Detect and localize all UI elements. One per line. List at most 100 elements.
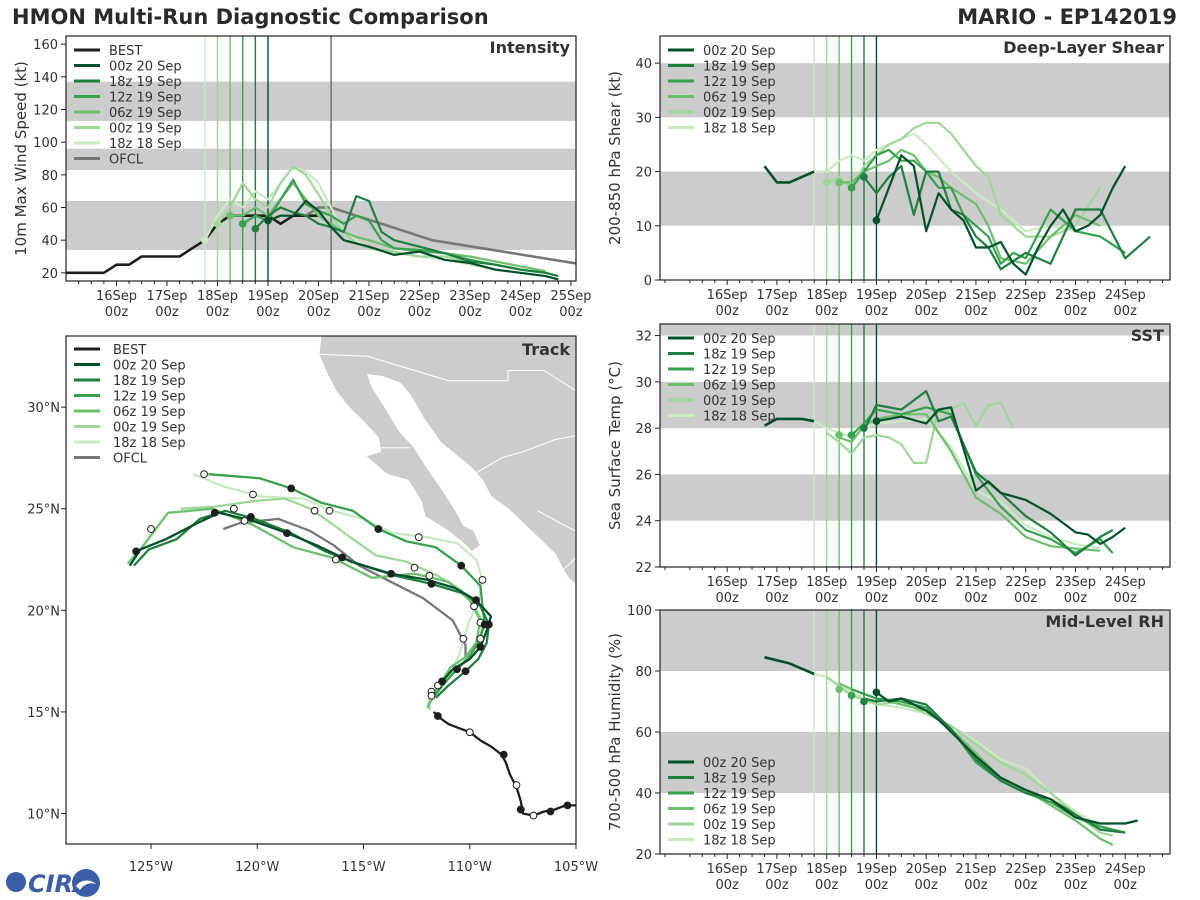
track-land-mass (151, 336, 576, 585)
sst-xtick-sublabel: 00z (865, 591, 889, 606)
track-position-marker-best (516, 805, 525, 814)
sst-series-12z-19-sep (850, 406, 1114, 555)
sst-panel: 22242628303216Sep00z17Sep00z18Sep00z19Se… (606, 323, 1171, 606)
shear-xtick-sublabel: 00z (1064, 304, 1088, 319)
sst-init-marker-12z-19-sep (847, 431, 856, 439)
intensity-xtick-sublabel: 00z (307, 305, 331, 320)
sst-xtick-label: 19Sep (856, 575, 897, 590)
intensity-shaded-band (66, 148, 576, 170)
track-legend-label-18z-18-sep: 18z 18 Sep (113, 436, 186, 451)
rh-xtick-sublabel: 00z (715, 878, 739, 893)
shear-xtick-sublabel: 00z (915, 304, 939, 319)
intensity-legend-label-best: BEST (109, 44, 142, 59)
track-xtick-label: 120°W (235, 860, 279, 875)
rh-xtick-label: 16Sep (707, 862, 748, 877)
shear-legend-label-12z-19-sep: 12z 19 Sep (703, 75, 776, 90)
sst-xtick-sublabel: 00z (1114, 591, 1138, 606)
track-line-00z-19-sep (180, 497, 484, 710)
logo-swirl-icon (76, 880, 96, 890)
sst-xtick-label: 24Sep (1105, 575, 1146, 590)
rh-init-marker-18z-19-sep (860, 697, 868, 706)
intensity-xtick-sublabel: 00z (408, 305, 432, 320)
intensity-plot-area (66, 36, 576, 281)
intensity-init-marker-00z-20-sep (264, 216, 272, 225)
track-line-18z-19-sep (133, 509, 491, 699)
sst-xtick-label: 16Sep (707, 575, 748, 590)
sst-init-marker-00z-20-sep (872, 417, 881, 426)
rh-shaded-band (660, 610, 1170, 671)
sst-init-marker-18z-19-sep (860, 424, 868, 432)
track-position-marker-18z-18-sep (478, 575, 487, 584)
logo-globe-icon (6, 872, 26, 892)
shear-init-marker-00z-19-sep (822, 178, 831, 187)
intensity-xtick-label: 19Sep (247, 289, 288, 304)
track-legend-label-18z-19-sep: 18z 19 Sep (113, 374, 186, 389)
track-position-marker-best (499, 750, 508, 759)
intensity-ylabel: 10m Max Wind Speed (kt) (12, 61, 30, 256)
shear-panel: 01020304016Sep00z17Sep00z18Sep00z19Sep00… (606, 35, 1171, 319)
sst-xtick-label: 22Sep (1005, 575, 1046, 590)
intensity-xtick-sublabel: 00z (155, 305, 179, 320)
shear-xtick-label: 22Sep (1005, 288, 1046, 303)
shear-ytick-label: 40 (635, 57, 652, 72)
rh-init-marker-00z-20-sep (872, 688, 881, 697)
track-position-marker-18z-19-sep (427, 580, 436, 588)
rh-xtick-label: 23Sep (1055, 862, 1096, 877)
rh-legend-label-00z-19-sep: 00z 19 Sep (703, 818, 776, 833)
intensity-legend-label-00z-20-sep: 00z 20 Sep (109, 60, 182, 75)
shear-xtick-sublabel: 00z (1114, 304, 1138, 319)
rh-xtick-sublabel: 00z (1114, 878, 1138, 893)
sst-init-marker-06z-19-sep (835, 431, 843, 439)
sst-xtick-label: 20Sep (906, 575, 947, 590)
intensity-init-marker-18z-18-sep (201, 236, 209, 244)
shear-xtick-label: 20Sep (906, 288, 947, 303)
intensity-xtick-label: 22Sep (399, 289, 440, 304)
sst-ylabel: Sea Surface Temp (°C) (606, 361, 624, 530)
intensity-series-ofcl (305, 206, 576, 265)
intensity-ytick-label: 20 (41, 267, 58, 282)
track-position-marker-00z-20-sep (476, 642, 485, 651)
track-position-marker-18z-18-sep (459, 634, 468, 643)
shear-series-18z-19-sep (863, 165, 1151, 271)
cira-logo: CIRA (6, 869, 100, 898)
intensity-legend-label-18z-18-sep: 18z 18 Sep (109, 137, 182, 152)
track-position-marker-00z-20-sep (283, 529, 291, 538)
sst-xtick-sublabel: 00z (915, 591, 939, 606)
track-ytick-label: 10°N (27, 808, 60, 823)
intensity-legend-label-12z-19-sep: 12z 19 Sep (109, 91, 182, 106)
track-position-marker-00z-20-sep (438, 677, 447, 686)
intensity-ytick-label: 100 (33, 136, 58, 151)
rh-legend-label-12z-19-sep: 12z 19 Sep (703, 787, 776, 802)
shear-series-00z-19-sep (826, 121, 1102, 238)
shear-series-00z-20-sep (875, 154, 1127, 276)
sst-xtick-sublabel: 00z (765, 591, 789, 606)
track-position-marker-18z-18-sep (249, 490, 257, 499)
track-position-marker-best (512, 781, 521, 789)
shear-ytick-label: 0 (644, 274, 652, 289)
intensity-init-marker-12z-19-sep (238, 220, 247, 228)
shear-series-18z-18-sep (814, 132, 1101, 238)
rh-xtick-label: 17Sep (756, 862, 797, 877)
shear-xtick-label: 19Sep (856, 288, 897, 303)
sst-legend-label-00z-20-sep: 00z 20 Sep (703, 332, 776, 347)
sst-xtick-sublabel: 00z (1064, 591, 1088, 606)
shear-xtick-label: 21Sep (955, 288, 996, 303)
track-position-marker-18z-19-sep (338, 553, 347, 562)
sst-series-00z-20-sep (876, 406, 1126, 545)
rh-xtick-sublabel: 00z (1014, 878, 1038, 893)
track-position-marker-06z-19-sep (147, 525, 155, 533)
track-position-marker-00z-19-sep (229, 504, 238, 513)
track-ytick-label: 15°N (27, 706, 60, 721)
track-position-marker-06z-19-sep (425, 571, 434, 580)
sst-legend-label-18z-18-sep: 18z 18 Sep (703, 410, 776, 425)
rh-ytick-label: 60 (635, 726, 652, 741)
rh-legend-label-06z-19-sep: 06z 19 Sep (703, 803, 776, 818)
sst-legend-label-18z-19-sep: 18z 19 Sep (703, 348, 776, 363)
sst-xtick-sublabel: 00z (1014, 591, 1038, 606)
intensity-xtick-sublabel: 00z (357, 305, 381, 320)
track-position-marker-12z-19-sep (374, 525, 383, 533)
shear-shaded-band (660, 63, 1170, 118)
intensity-ytick-label: 120 (33, 104, 58, 119)
sst-legend-label-06z-19-sep: 06z 19 Sep (703, 379, 776, 394)
sst-series-00z-19-sep (826, 401, 1015, 464)
